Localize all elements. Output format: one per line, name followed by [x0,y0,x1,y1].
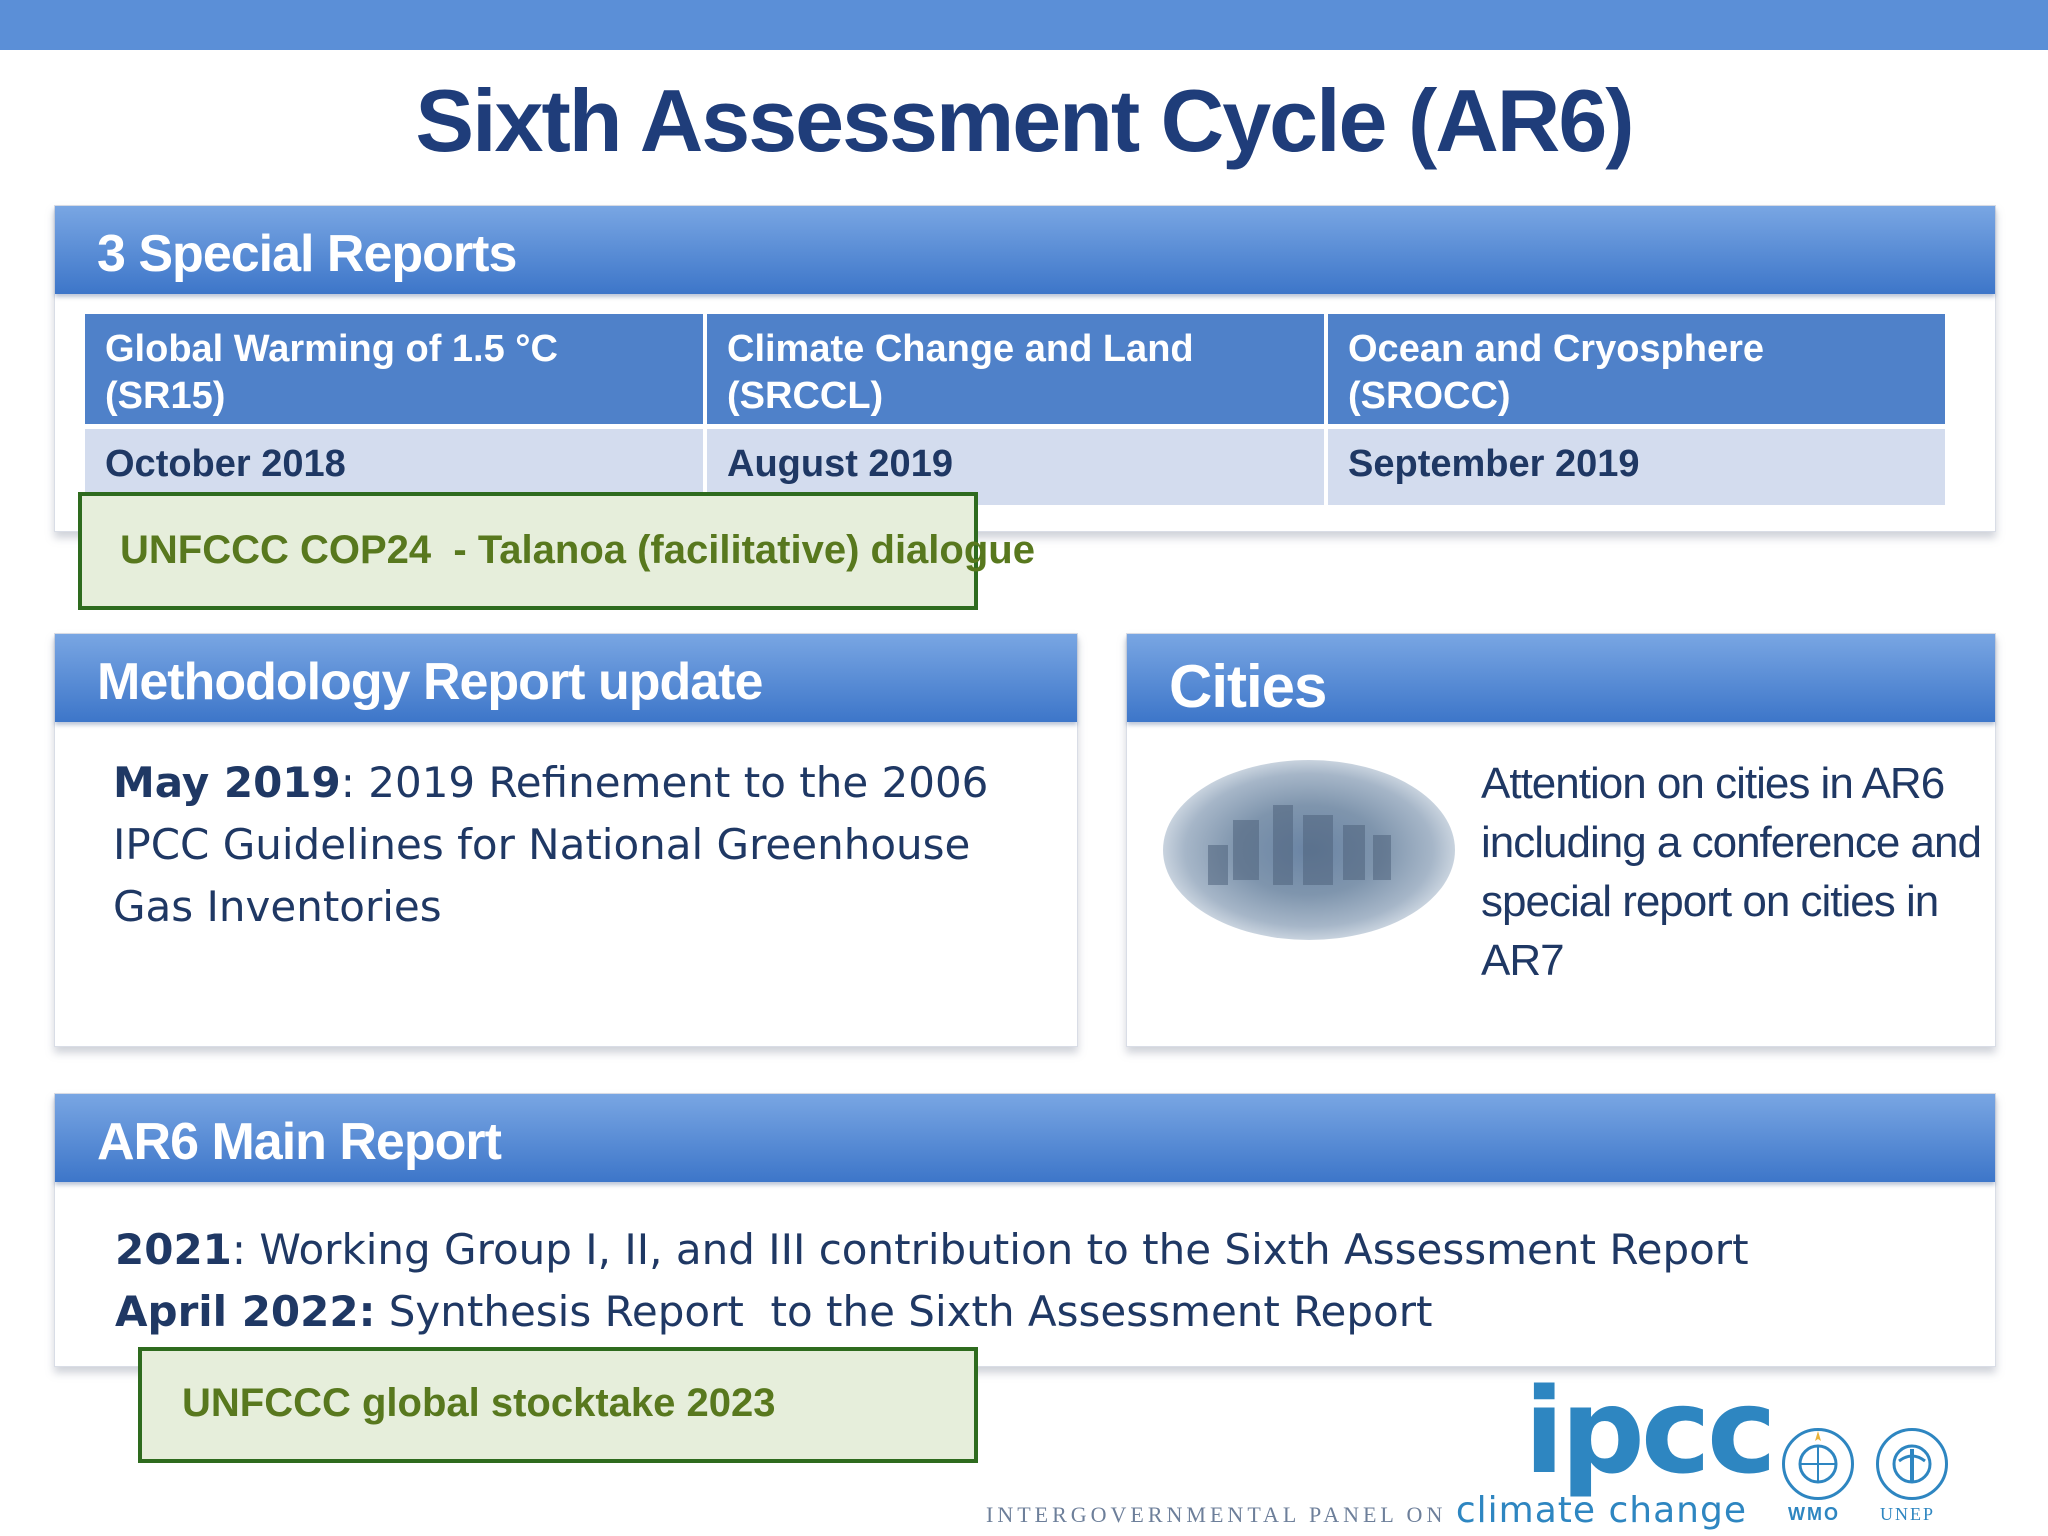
cities-description: Attention on cities in AR6 including a c… [1481,759,1982,985]
methodology-description: : 2019 Refinement to the 2006 IPCC Guide… [113,758,989,931]
main-report-heading: AR6 Main Report [97,1113,502,1171]
ipcc-tagline: INTERGOVERNMENTAL PANEL ON climate chang… [986,1490,1747,1531]
cop24-milestone-box: UNFCCC COP24 - Talanoa (facilitative) di… [78,492,1035,610]
special-reports-heading: 3 Special Reports [97,225,517,283]
main-report-line-date: April 2022: [115,1287,376,1336]
ipcc-tagline-suffix: climate change [1455,1490,1747,1531]
stocktake-milestone-label: UNFCCC global stocktake 2023 [182,1381,776,1425]
methodology-panel: Methodology Report update May 2019: 2019… [54,633,1078,1047]
main-report-line: April 2022: Synthesis Report to the Sixt… [115,1281,1965,1343]
main-report-line: 2021: Working Group I, II, and III contr… [115,1219,1965,1281]
slide-title: Sixth Assessment Cycle (AR6) [415,71,1634,170]
report-date: September 2019 [1328,429,1945,505]
methodology-heading: Methodology Report update [97,653,763,711]
top-accent-bar [0,0,2048,50]
main-report-line-text: : Working Group I, II, and III contribut… [231,1225,1749,1274]
report-name-row: Global Warming of 1.5 °C (SR15) Climate … [85,314,1945,424]
special-reports-panel: 3 Special Reports Global Warming of 1.5 … [54,205,1996,532]
report-name: Global Warming of 1.5 °C [105,328,558,370]
methodology-body: May 2019: 2019 Refinement to the 2006 IP… [113,752,1043,938]
ipcc-tagline-prefix: INTERGOVERNMENTAL PANEL ON [986,1502,1447,1527]
report-name-cell: Ocean and Cryosphere (SROCC) [1328,314,1945,424]
report-name: Climate Change and Land [727,328,1194,370]
report-name: Ocean and Cryosphere [1348,328,1765,370]
report-name-cell: Global Warming of 1.5 °C (SR15) [85,314,703,424]
cop24-milestone-label: UNFCCC COP24 - Talanoa (facilitative) di… [120,528,1035,572]
unep-emblem-icon [1876,1428,1948,1500]
main-report-panel: AR6 Main Report 2021: Working Group I, I… [54,1093,1996,1367]
cities-panel: Cities Attention on cities in AR6 includ… [1126,633,1996,1047]
unep-label: UNEP [1880,1504,1936,1524]
main-report-line-date: 2021 [115,1225,232,1274]
city-aerial-image [1163,760,1455,940]
special-reports-header: 3 Special Reports [55,206,1995,294]
wmo-emblem-icon [1782,1428,1854,1500]
wmo-label: WMO [1788,1504,1840,1524]
stocktake-milestone-box: UNFCCC global stocktake 2023 [138,1347,978,1463]
ipcc-logo: ipcc [1524,1362,1777,1500]
main-report-body: 2021: Working Group I, II, and III contr… [115,1219,1965,1343]
main-report-header: AR6 Main Report [55,1094,1995,1182]
methodology-date: May 2019 [113,758,341,807]
report-name-cell: Climate Change and Land (SRCCL) [707,314,1324,424]
cities-header: Cities [1127,634,1995,722]
report-code: (SRCCL) [727,375,884,417]
report-code: (SROCC) [1348,375,1511,417]
cities-heading: Cities [1169,653,1327,720]
main-report-line-text: Synthesis Report to the Sixth Assessment… [375,1287,1433,1336]
report-code: (SR15) [105,375,226,417]
methodology-header: Methodology Report update [55,634,1077,722]
